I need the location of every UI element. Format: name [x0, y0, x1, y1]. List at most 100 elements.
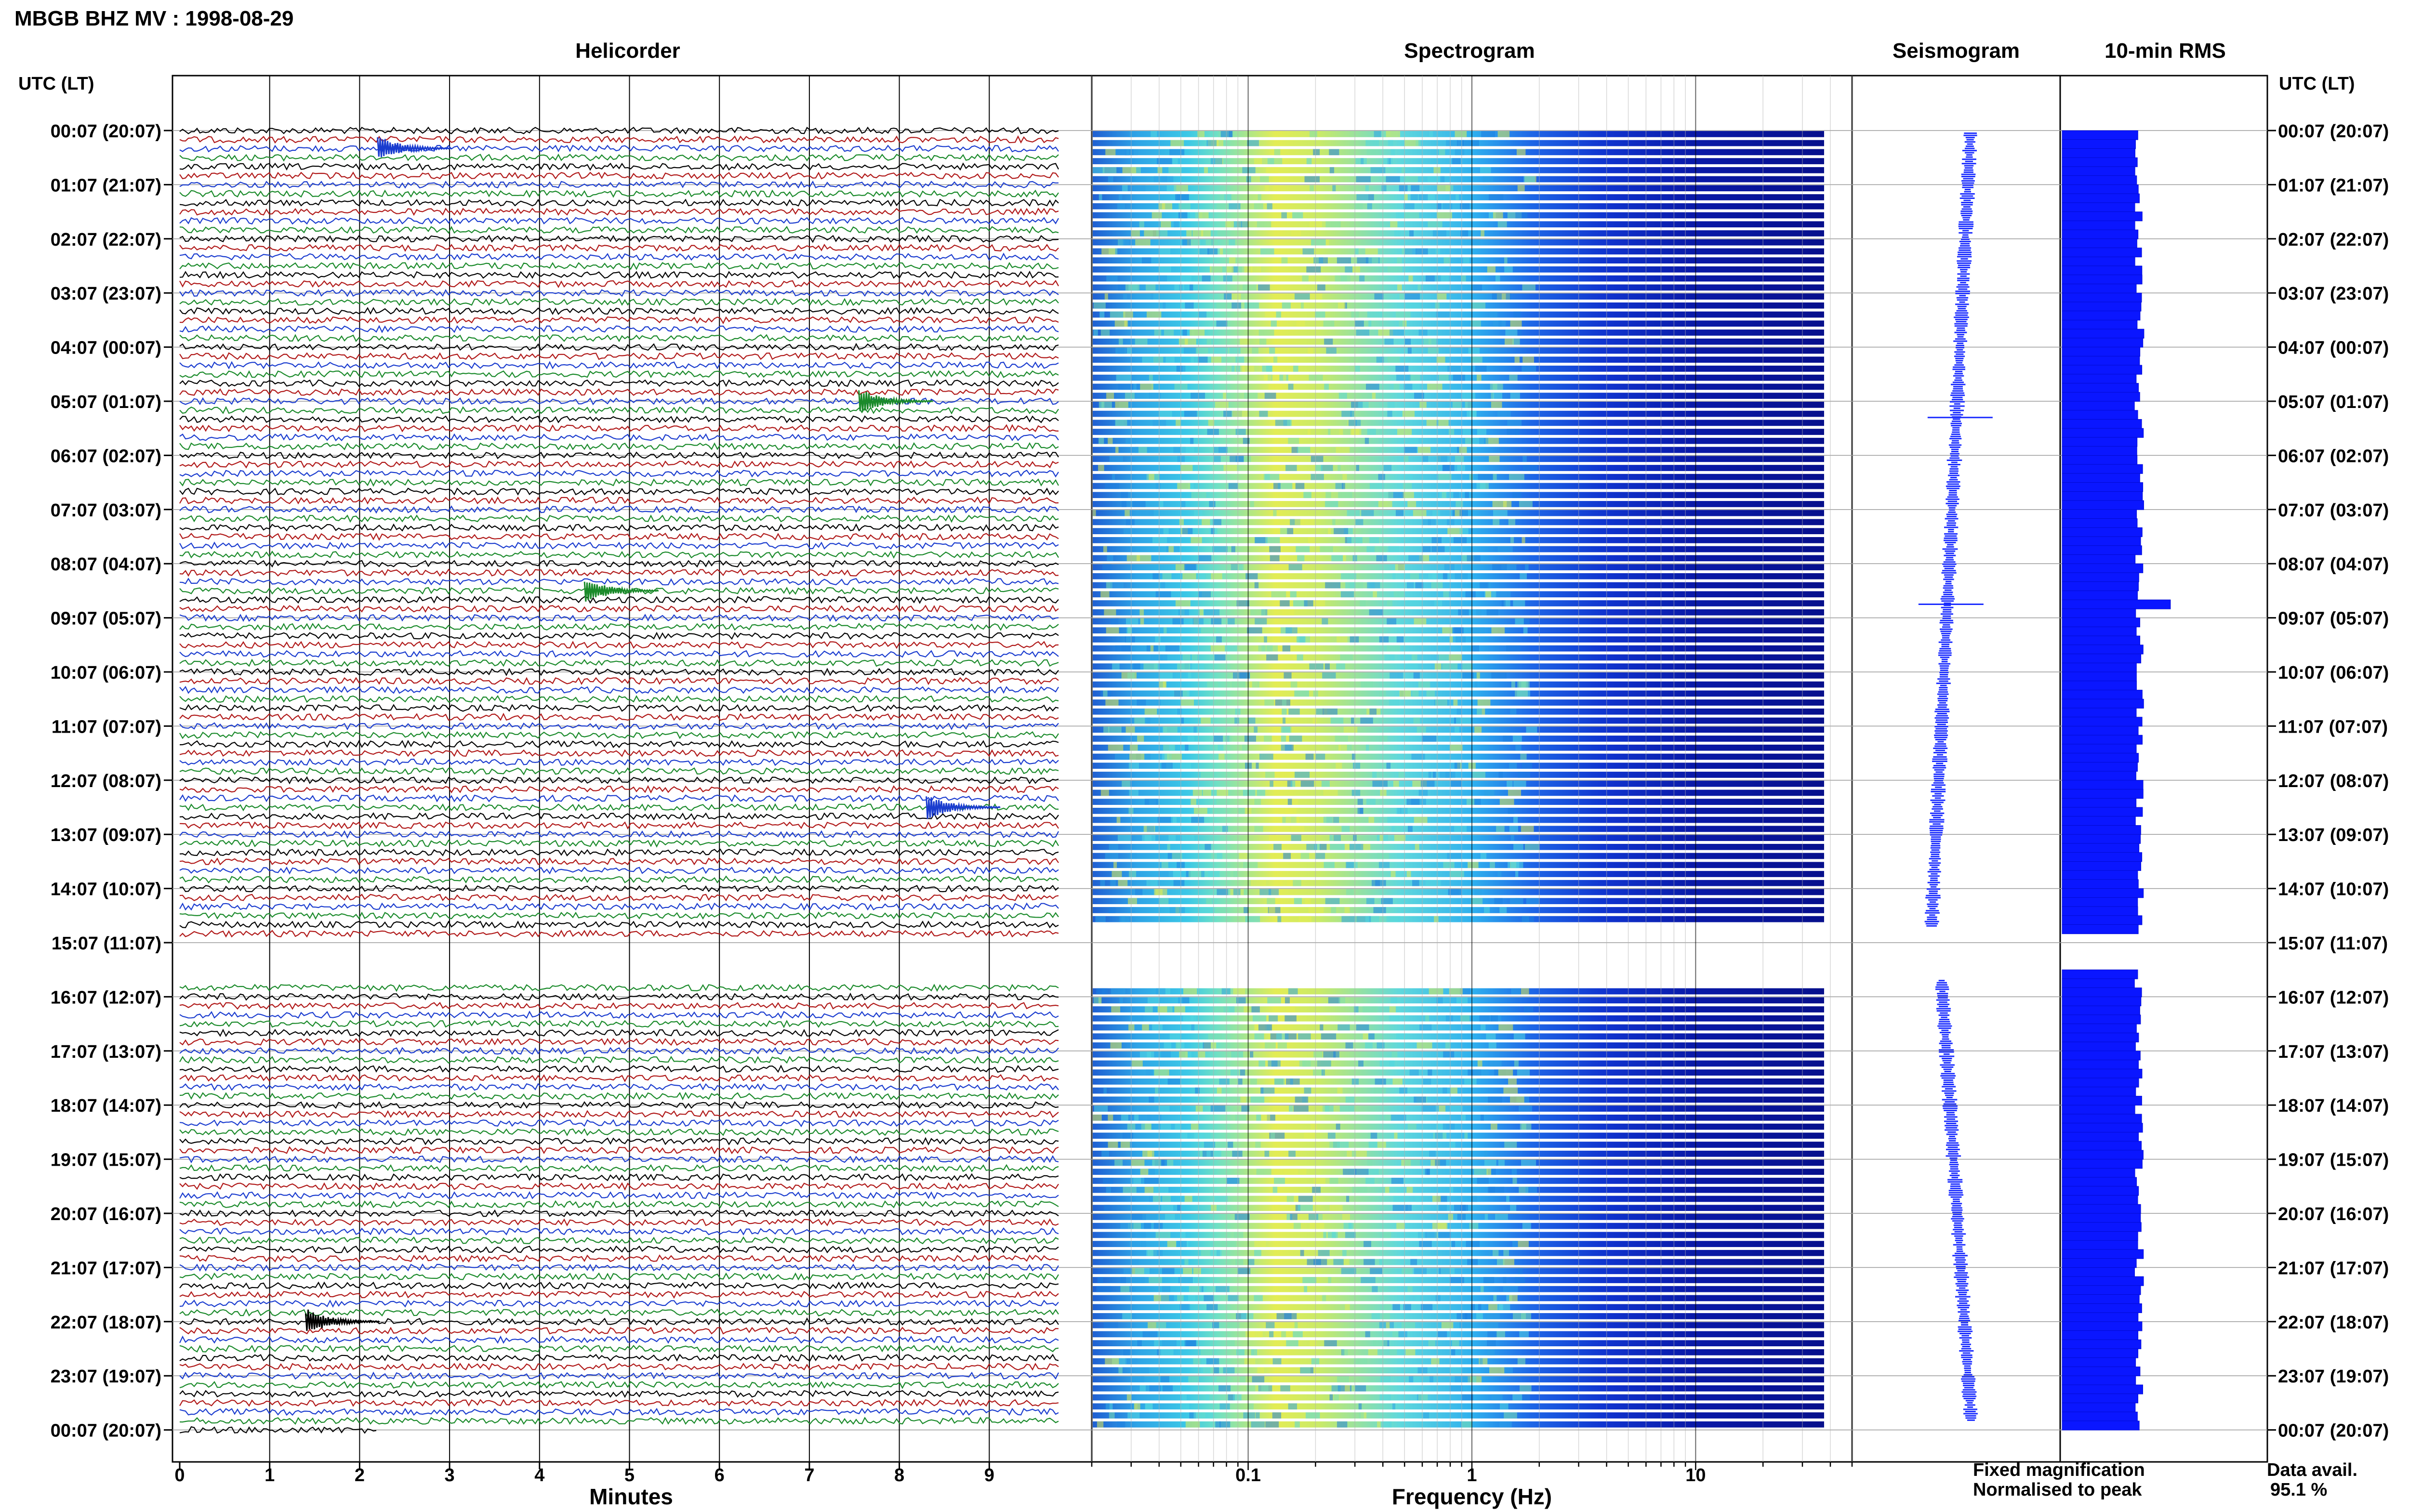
- spectrogram-speckle: [1142, 257, 1152, 263]
- spectrogram-speckle: [1450, 1277, 1464, 1283]
- spectrogram-speckle: [1512, 736, 1522, 742]
- spectrogram-speckle: [1164, 627, 1167, 634]
- minute-tick-label: 0: [174, 1465, 185, 1486]
- spectrogram-speckle: [1160, 582, 1165, 589]
- spectrogram-speckle: [1391, 1051, 1398, 1058]
- spectrogram-speckle: [1192, 618, 1204, 625]
- helicorder-trace: [179, 235, 1059, 243]
- spectrogram-speckle: [1472, 645, 1480, 652]
- rms-bar: [2062, 1249, 2144, 1259]
- spectrogram-speckle: [1288, 564, 1302, 570]
- spectrogram-speckle: [1429, 988, 1443, 995]
- spectrogram-speckle: [1106, 275, 1118, 282]
- spectrogram-row: [1093, 880, 1824, 886]
- rms-bar: [2062, 500, 2144, 510]
- spectrogram-speckle: [1103, 690, 1108, 697]
- spectrogram-speckle: [1200, 772, 1214, 778]
- time-label-left: 20:07 (16:07): [51, 1204, 161, 1224]
- spectrogram-speckle: [1438, 420, 1449, 426]
- spectrogram-speckle: [1499, 799, 1514, 805]
- spectrogram-speckle: [1231, 681, 1246, 688]
- rms-bar: [2062, 762, 2138, 772]
- spectrogram-speckle: [1469, 1223, 1479, 1229]
- spectrogram-speckle: [1486, 1313, 1500, 1319]
- spectrogram-row: [1093, 1232, 1824, 1238]
- spectrogram-speckle: [1403, 483, 1412, 489]
- spectrogram-speckle: [1354, 1358, 1367, 1365]
- spectrogram-speckle: [1192, 230, 1204, 237]
- spectrogram-speckle: [1428, 1069, 1432, 1076]
- spectrogram-speckle: [1484, 1150, 1488, 1157]
- spectrogram-speckle: [1144, 1186, 1154, 1193]
- spectrogram-speckle: [1321, 1069, 1325, 1076]
- rms-bar: [2062, 1041, 2136, 1052]
- helicorder-trace: [179, 126, 1059, 135]
- spectrogram-speckle: [1184, 410, 1197, 417]
- spectrogram-speckle: [1278, 483, 1293, 489]
- rms-bar: [2062, 717, 2143, 727]
- spectrogram-speckle: [1103, 1322, 1118, 1328]
- spectrogram-row: [1093, 239, 1824, 246]
- spectrogram-speckle: [1283, 853, 1291, 859]
- spectrogram-speckle: [1334, 528, 1349, 534]
- helicorder-trace: [179, 677, 1059, 685]
- spectrogram-speckle: [1513, 311, 1521, 318]
- spectrogram-speckle: [1130, 744, 1138, 751]
- spectrogram-speckle: [1399, 293, 1404, 300]
- spectrogram-speckle: [1254, 1033, 1264, 1040]
- spectrogram-speckle: [1174, 284, 1184, 291]
- spectrogram-speckle: [1420, 780, 1435, 787]
- spectrogram-speckle: [1124, 1268, 1131, 1275]
- spectrogram-row: [1093, 473, 1824, 480]
- spectrogram-speckle: [1372, 1286, 1378, 1292]
- helicorder-trace: [179, 1182, 1059, 1191]
- spectrogram-speckle: [1366, 383, 1379, 390]
- spectrogram-speckle: [1270, 555, 1280, 562]
- spectrogram-speckle: [1217, 1376, 1228, 1382]
- legend-normalised-to-peak: Normalised to peak: [1973, 1480, 2142, 1500]
- spectrogram-speckle: [1522, 537, 1525, 543]
- spectrogram-speckle: [1242, 744, 1248, 751]
- spectrogram-speckle: [1337, 1421, 1348, 1428]
- rms-bar: [2062, 1231, 2138, 1241]
- spectrogram-speckle: [1404, 248, 1417, 255]
- spectrogram-speckle: [1202, 519, 1210, 526]
- spectrogram-speckle: [1274, 1078, 1285, 1085]
- spectrogram-speckle: [1342, 483, 1345, 489]
- rms-bar: [2062, 852, 2143, 862]
- spectrogram-speckle: [1345, 266, 1353, 273]
- spectrogram-speckle: [1349, 843, 1363, 850]
- spectrogram-speckle: [1348, 1223, 1354, 1229]
- spectrogram-speckle: [1295, 483, 1305, 489]
- spectrogram-speckle: [1414, 1096, 1427, 1103]
- rms-bar: [2062, 1312, 2139, 1322]
- spectrogram-speckle: [1341, 573, 1357, 579]
- spectrogram-speckle: [1127, 347, 1132, 354]
- helicorder-trace: [179, 252, 1059, 261]
- spectrogram-speckle: [1131, 230, 1140, 237]
- spectrogram-speckle: [1467, 555, 1481, 562]
- spectrogram-speckle: [1380, 1376, 1390, 1382]
- helicorder-trace: [179, 1074, 1059, 1082]
- spectrogram-speckle: [1408, 555, 1423, 562]
- spectrogram-speckle: [1332, 519, 1336, 526]
- spectrogram-speckle: [1191, 816, 1204, 823]
- spectrogram-speckle: [1322, 672, 1336, 679]
- rms-bar: [2062, 320, 2138, 330]
- spectrogram-speckle: [1112, 473, 1115, 480]
- rms-bar: [2062, 654, 2142, 664]
- spectrogram-speckle: [1154, 1340, 1160, 1346]
- spectrogram-speckle: [1477, 1178, 1489, 1184]
- spectrogram-speckle: [1168, 835, 1176, 841]
- spectrogram-row: [1093, 302, 1824, 309]
- spectrogram-speckle: [1183, 1268, 1192, 1275]
- spectrogram-speckle: [1487, 266, 1496, 273]
- spectrogram-speckle: [1312, 717, 1317, 724]
- spectrogram-speckle: [1512, 1178, 1517, 1184]
- helicorder-trace: [179, 1020, 1059, 1028]
- spectrogram-speckle: [1152, 573, 1160, 579]
- seismogram-frame: [1851, 75, 2061, 1463]
- spectrogram-speckle: [1410, 1232, 1425, 1238]
- helicorder-trace: [179, 1236, 1059, 1245]
- spectrogram-speckle: [1149, 473, 1154, 480]
